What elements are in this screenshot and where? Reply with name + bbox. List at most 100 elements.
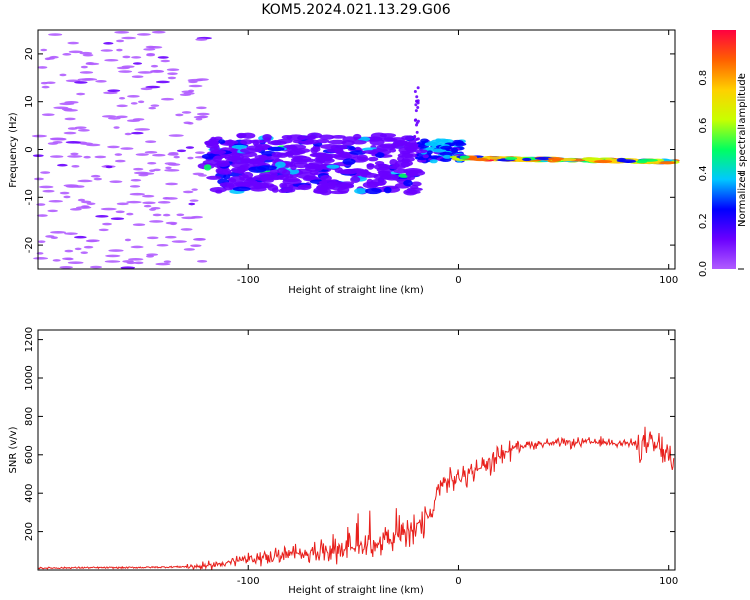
spectrogram-cell — [209, 186, 227, 193]
spectrogram-cell — [114, 159, 126, 163]
spectrogram-cell — [175, 113, 184, 117]
spectrogram-cell — [350, 176, 361, 183]
spectrogram-cell — [138, 100, 145, 104]
spectrogram-cell — [240, 139, 253, 145]
spectrogram-cell — [383, 186, 392, 194]
spectrogram-cell — [79, 71, 94, 74]
spectrogram-cell — [149, 220, 164, 223]
spectrogram-cell — [118, 70, 133, 73]
spectrogram-cell — [405, 171, 415, 177]
spectrogram-cell — [316, 139, 330, 144]
spectrogram-cell — [89, 265, 103, 269]
spectrogram-cell — [414, 109, 418, 113]
spectrogram-cell — [264, 175, 284, 181]
spectrogram-cell — [138, 173, 149, 177]
spectrogram-cell — [210, 149, 227, 155]
spectrogram-cell — [45, 235, 55, 238]
spectrogram-cell — [415, 95, 419, 99]
spectrogram-cell — [129, 192, 145, 196]
spectrogram-cell — [124, 238, 132, 242]
spectrogram-cell — [240, 132, 256, 139]
colorbar-tick-label: 0.2 — [698, 213, 709, 229]
spectrogram-cell — [383, 171, 392, 179]
spectrogram-cell — [151, 30, 166, 34]
spectrogram-cell — [195, 106, 207, 110]
spectrogram-cell — [150, 70, 165, 73]
spectrogram-cell — [152, 213, 162, 217]
spectrogram-cell — [102, 115, 117, 118]
spectrogram-cell — [205, 141, 219, 147]
spectrogram-cell — [75, 206, 92, 209]
spectrogram-cell — [160, 59, 171, 63]
spectrogram-cell — [59, 102, 75, 106]
spectrogram-cell — [137, 71, 153, 74]
spectrogram-cell — [414, 149, 428, 154]
spectrogram-ytick-label: -10 — [24, 189, 35, 205]
spectrogram-cell — [451, 147, 458, 152]
spectrogram-cell — [148, 46, 163, 49]
spectrogram-cell — [439, 151, 454, 156]
spectrogram-cell — [121, 36, 137, 40]
spectrogram-cell — [83, 245, 94, 249]
spectrogram-cell — [258, 154, 268, 161]
spectrogram-cell — [83, 155, 91, 159]
spectrogram-cell — [93, 177, 103, 181]
spectrogram-cell — [133, 167, 144, 171]
spectrogram-cell — [375, 152, 385, 159]
spectrogram-cell — [267, 146, 285, 152]
spectrogram-cell — [301, 140, 313, 145]
spectrogram-cell — [53, 106, 69, 110]
spectrogram-cell — [71, 165, 80, 168]
spectrogram-cell — [193, 238, 206, 241]
snr-xtick-label: -100 — [237, 576, 260, 587]
spectrogram-cell — [98, 228, 109, 232]
spectrogram-cell — [131, 75, 144, 79]
spectrogram-cell — [212, 155, 222, 163]
spectrogram-cell — [281, 182, 294, 190]
spectrogram-cell — [318, 179, 338, 186]
spectrogram-cell — [311, 165, 328, 170]
spectrogram-cell — [163, 260, 172, 263]
spectrogram-cell — [189, 199, 199, 202]
spectrogram-cell — [341, 140, 355, 146]
spectrogram-cell — [64, 249, 74, 253]
spectrogram-cell — [64, 117, 76, 121]
spectrogram-cell — [426, 150, 433, 155]
spectrogram-cell — [63, 195, 71, 199]
spectrogram-cell — [145, 254, 154, 258]
spectrogram-cell — [297, 184, 312, 191]
spectrogram-cell — [282, 178, 302, 185]
spectrogram-cell — [37, 66, 48, 69]
spectrogram-cell — [176, 213, 185, 217]
spectrogram-cell — [334, 149, 343, 154]
spectrogram-cell — [108, 117, 121, 120]
spectrogram-cell — [64, 232, 78, 235]
spectrogram-cell — [41, 85, 50, 89]
spectrogram-cell — [416, 105, 420, 109]
spectrogram-cell — [416, 99, 420, 103]
spectrogram-cell — [149, 208, 156, 211]
spectrogram-cell — [37, 240, 46, 243]
spectrogram-cell — [486, 156, 502, 160]
spectrogram-cell — [65, 185, 79, 188]
spectrogram-cell — [48, 33, 63, 36]
spectrogram-cell — [316, 153, 327, 160]
spectrogram-cell — [166, 68, 180, 72]
spectrogram-cell — [389, 158, 398, 166]
spectrogram-cell — [379, 143, 399, 149]
spectrogram-cell — [581, 157, 601, 161]
spectrogram-cell — [126, 200, 142, 204]
spectrogram-xtick-label: 100 — [659, 275, 678, 286]
spectrogram-cell — [160, 97, 175, 101]
spectrogram-cell — [263, 137, 271, 143]
spectrogram-cell — [126, 119, 141, 123]
spectrogram-cell — [594, 159, 613, 164]
spectrogram-cell — [416, 119, 420, 123]
spectrogram-cell — [304, 176, 318, 181]
spectrogram-cell — [182, 190, 194, 194]
spectrogram-cell — [134, 128, 150, 131]
spectrogram-ytick-label: -20 — [24, 237, 35, 253]
spectrogram-cell — [429, 159, 438, 164]
snr-ytick-label: 1200 — [24, 327, 35, 352]
